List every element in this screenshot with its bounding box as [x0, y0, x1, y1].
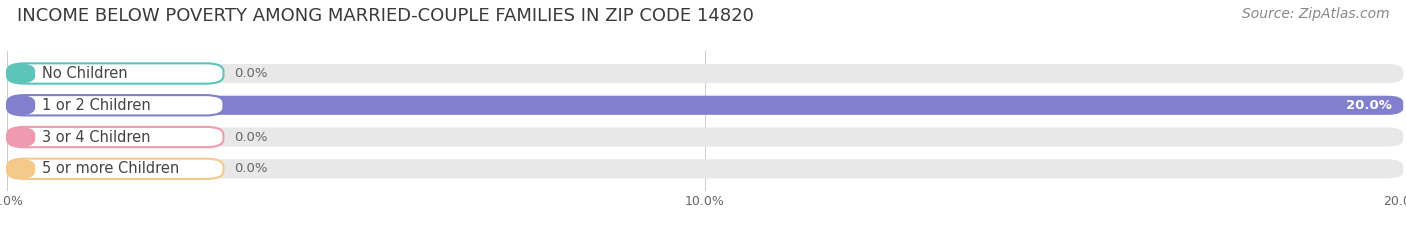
Text: 0.0%: 0.0%: [235, 162, 269, 175]
FancyBboxPatch shape: [7, 95, 224, 115]
FancyBboxPatch shape: [7, 96, 1403, 115]
FancyBboxPatch shape: [7, 64, 1403, 83]
FancyBboxPatch shape: [7, 159, 1403, 178]
FancyBboxPatch shape: [7, 63, 35, 84]
FancyBboxPatch shape: [7, 127, 224, 147]
Text: No Children: No Children: [42, 66, 128, 81]
Text: 5 or more Children: 5 or more Children: [42, 161, 179, 176]
FancyBboxPatch shape: [7, 159, 224, 179]
Text: Source: ZipAtlas.com: Source: ZipAtlas.com: [1241, 7, 1389, 21]
FancyBboxPatch shape: [7, 63, 224, 84]
Text: 0.0%: 0.0%: [235, 67, 269, 80]
FancyBboxPatch shape: [7, 159, 35, 179]
Text: 20.0%: 20.0%: [1346, 99, 1392, 112]
Text: 3 or 4 Children: 3 or 4 Children: [42, 130, 150, 144]
FancyBboxPatch shape: [7, 127, 35, 147]
FancyBboxPatch shape: [7, 95, 35, 115]
Text: INCOME BELOW POVERTY AMONG MARRIED-COUPLE FAMILIES IN ZIP CODE 14820: INCOME BELOW POVERTY AMONG MARRIED-COUPL…: [17, 7, 754, 25]
Text: 0.0%: 0.0%: [235, 130, 269, 144]
Text: 1 or 2 Children: 1 or 2 Children: [42, 98, 150, 113]
FancyBboxPatch shape: [7, 96, 1403, 115]
FancyBboxPatch shape: [7, 127, 1403, 147]
